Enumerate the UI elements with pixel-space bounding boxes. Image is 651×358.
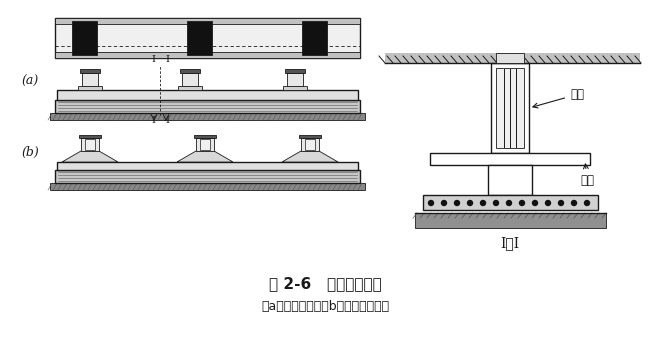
Bar xyxy=(496,68,524,148)
Bar xyxy=(55,100,360,113)
Bar xyxy=(285,69,305,73)
Bar xyxy=(178,86,202,90)
Polygon shape xyxy=(282,151,338,162)
Bar xyxy=(79,135,101,138)
Text: (b): (b) xyxy=(21,145,39,159)
Bar xyxy=(299,135,321,138)
Text: I: I xyxy=(151,116,155,125)
Text: 翼板: 翼板 xyxy=(580,164,594,187)
Text: (a): (a) xyxy=(21,75,38,88)
Bar xyxy=(194,135,216,138)
Circle shape xyxy=(454,200,460,205)
Circle shape xyxy=(428,200,434,205)
Bar xyxy=(55,52,360,58)
Text: I: I xyxy=(165,55,169,64)
Text: 图 2-6   柱下条形基础: 图 2-6 柱下条形基础 xyxy=(269,276,381,291)
Bar xyxy=(200,139,210,150)
Circle shape xyxy=(572,200,577,205)
Bar xyxy=(82,73,98,86)
Bar xyxy=(55,18,360,24)
Circle shape xyxy=(480,200,486,205)
Bar xyxy=(283,86,307,90)
Bar xyxy=(81,138,99,151)
Text: 肋梁: 肋梁 xyxy=(533,88,584,108)
Bar xyxy=(491,63,529,153)
Bar xyxy=(55,170,360,183)
Bar xyxy=(182,73,198,86)
Text: （a）等截面的；（b）柱位处加腋的: （a）等截面的；（b）柱位处加腋的 xyxy=(261,300,389,313)
Bar xyxy=(305,139,315,150)
Bar xyxy=(180,69,200,73)
Bar xyxy=(55,18,360,58)
Bar xyxy=(301,138,319,151)
Circle shape xyxy=(467,200,473,205)
Bar xyxy=(72,21,97,55)
Bar xyxy=(78,86,102,90)
Circle shape xyxy=(559,200,564,205)
Text: I: I xyxy=(165,116,169,125)
Circle shape xyxy=(493,200,499,205)
Bar xyxy=(85,139,95,150)
Polygon shape xyxy=(62,151,118,162)
Bar xyxy=(302,21,327,55)
Bar xyxy=(80,69,100,73)
Text: I－I: I－I xyxy=(501,236,519,250)
Bar xyxy=(57,162,358,170)
Bar xyxy=(430,153,590,165)
Bar xyxy=(423,195,598,210)
Polygon shape xyxy=(177,151,233,162)
Text: I: I xyxy=(151,55,155,64)
Circle shape xyxy=(441,200,447,205)
Bar xyxy=(385,53,640,63)
Bar xyxy=(187,21,212,55)
Circle shape xyxy=(585,200,590,205)
Circle shape xyxy=(546,200,551,205)
Bar xyxy=(50,113,365,120)
Circle shape xyxy=(533,200,538,205)
Bar xyxy=(496,53,524,63)
Bar xyxy=(57,90,358,100)
Bar xyxy=(415,213,606,228)
Circle shape xyxy=(506,200,512,205)
Bar xyxy=(488,165,532,195)
Circle shape xyxy=(519,200,525,205)
Bar xyxy=(196,138,214,151)
Bar xyxy=(287,73,303,86)
Bar xyxy=(50,183,365,190)
